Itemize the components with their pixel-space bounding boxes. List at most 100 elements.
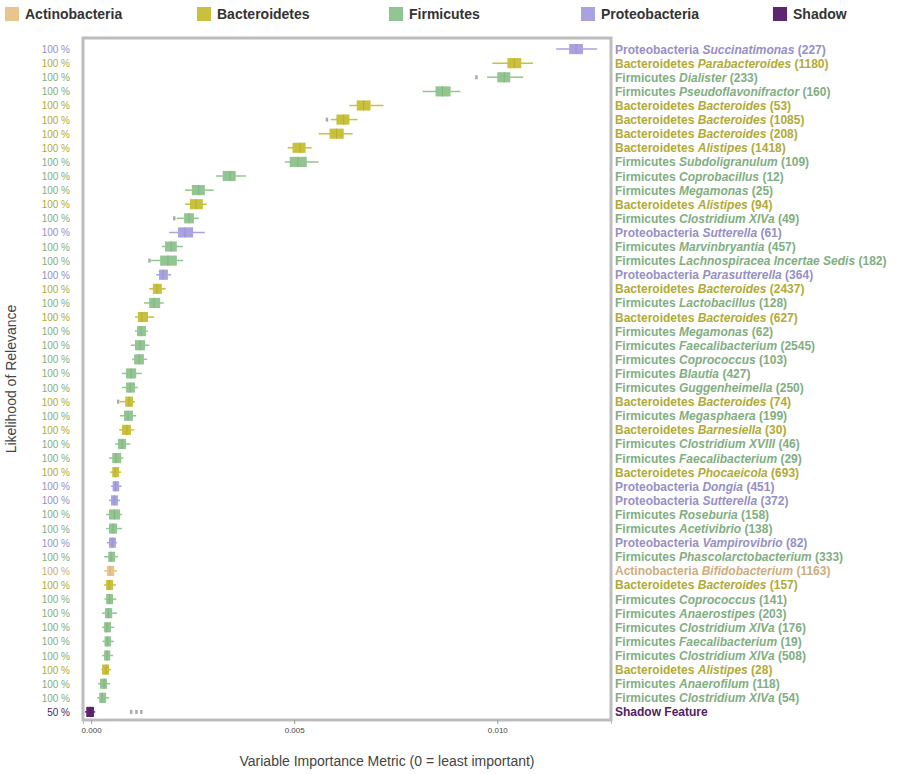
median: [114, 495, 115, 505]
phylum-text: Firmicutes: [615, 550, 676, 564]
genus-text: Bacteroides: [698, 113, 767, 127]
phylum-text: Firmicutes: [615, 71, 676, 85]
phylum-text: Firmicutes: [615, 621, 676, 635]
relevance-label: 100 %: [42, 100, 70, 111]
genus-text: Anaerostipes: [678, 607, 755, 621]
x-axis: 0.0000.0050.010: [82, 720, 612, 735]
box: [106, 509, 122, 519]
box-body: [105, 636, 111, 646]
genus-text: Coprococcus: [679, 353, 756, 367]
plot-frame: [83, 38, 611, 720]
relevance-label: 100 %: [42, 58, 70, 69]
outlier: [173, 216, 176, 220]
genus-text: Marvinbryantia: [679, 240, 765, 254]
row-label: Firmicutes Faecalibacterium (19): [615, 635, 802, 649]
outlier: [475, 75, 478, 79]
median: [154, 298, 155, 308]
median: [128, 397, 129, 407]
phylum-text: Firmicutes: [615, 184, 676, 198]
row-label: Firmicutes Clostridium XlVa (49): [615, 212, 799, 226]
box-body: [100, 679, 107, 689]
genus-text: Megamonas: [679, 184, 749, 198]
legend-label: Actinobacteria: [25, 6, 122, 22]
box: [285, 157, 319, 167]
box: [423, 86, 461, 96]
relevance-label: 100 %: [42, 86, 70, 97]
x-tick-mark: [294, 720, 295, 724]
phylum-text: Firmicutes: [615, 85, 676, 99]
id-text: (1418): [751, 141, 786, 155]
legend-swatch: [389, 7, 403, 21]
row-label: Firmicutes Faecalibacterium (2545): [615, 339, 815, 353]
id-text: (61): [760, 226, 781, 240]
phylum-text: Firmicutes: [615, 212, 676, 226]
legend-label: Firmicutes: [409, 6, 480, 22]
row-label: Firmicutes Anaerofilum (118): [615, 677, 780, 691]
box-body: [106, 580, 113, 590]
id-text: (627): [770, 311, 798, 325]
phylum-text: Firmicutes: [615, 508, 676, 522]
relevance-label: 100 %: [42, 199, 70, 210]
median: [189, 213, 190, 223]
box: [319, 129, 353, 139]
box-body: [104, 622, 111, 632]
median: [106, 665, 107, 675]
relevance-label: 100 %: [42, 622, 70, 633]
id-text: (427): [722, 367, 750, 381]
genus-text: Alistipes: [697, 663, 748, 677]
genus-text: Sutterella: [702, 226, 757, 240]
median: [111, 552, 112, 562]
row-label-text: Shadow Feature: [615, 705, 708, 719]
row-label: Firmicutes Pseudoflavonifractor (160): [615, 85, 830, 99]
id-text: (19): [780, 635, 801, 649]
id-text: (74): [770, 395, 791, 409]
id-text: (29): [780, 452, 801, 466]
phylum-text: Firmicutes: [615, 240, 676, 254]
genus-text: Megamonas: [679, 325, 749, 339]
row-label: Firmicutes Phascolarctobacterium (333): [615, 550, 843, 564]
box-body: [86, 707, 94, 717]
legend-swatch: [197, 7, 211, 21]
box: [106, 524, 122, 534]
box: [109, 453, 123, 463]
median: [130, 382, 131, 392]
box: [148, 256, 183, 266]
phylum-text: Firmicutes: [615, 353, 676, 367]
x-tick: 0.000: [82, 720, 103, 735]
median: [442, 86, 443, 96]
phylum-text: Firmicutes: [615, 367, 676, 381]
genus-text: Guggenheimella: [679, 381, 773, 395]
row-label: Bacteroidetes Bacteroides (627): [615, 311, 798, 325]
id-text: (182): [858, 254, 886, 268]
id-text: (457): [768, 240, 796, 254]
relevance-label: 100 %: [42, 665, 70, 676]
legend-swatch: [581, 7, 595, 21]
genus-text: Bacteroides: [698, 311, 767, 325]
box: [104, 580, 116, 590]
median: [108, 580, 109, 590]
relevance-label: 100 %: [42, 185, 70, 196]
box-body: [357, 100, 371, 110]
box-body: [134, 354, 144, 364]
median: [576, 44, 577, 54]
row-label: Bacteroidetes Barnesiella (30): [615, 423, 786, 437]
relevance-label: 100 %: [42, 383, 70, 394]
median: [336, 129, 337, 139]
phylum-text: Proteobacteria: [615, 480, 699, 494]
id-text: (141): [759, 593, 787, 607]
legend-label: Proteobacteria: [601, 6, 699, 22]
box: [110, 467, 121, 477]
median: [106, 650, 107, 660]
x-axis-title: Variable Importance Metric (0 = least im…: [239, 753, 534, 769]
relevance-label: 100 %: [42, 298, 70, 309]
box: [185, 185, 214, 195]
genus-text: Roseburia: [679, 508, 738, 522]
relevance-label: 100 %: [42, 552, 70, 563]
median: [128, 411, 129, 421]
id-text: (54): [778, 691, 799, 705]
relevance-label: 100 %: [42, 467, 70, 478]
box: [173, 213, 199, 223]
genus-text: Coprobacillus: [679, 170, 759, 184]
box-body: [135, 340, 145, 350]
phylum-text: Bacteroidetes: [615, 395, 695, 409]
